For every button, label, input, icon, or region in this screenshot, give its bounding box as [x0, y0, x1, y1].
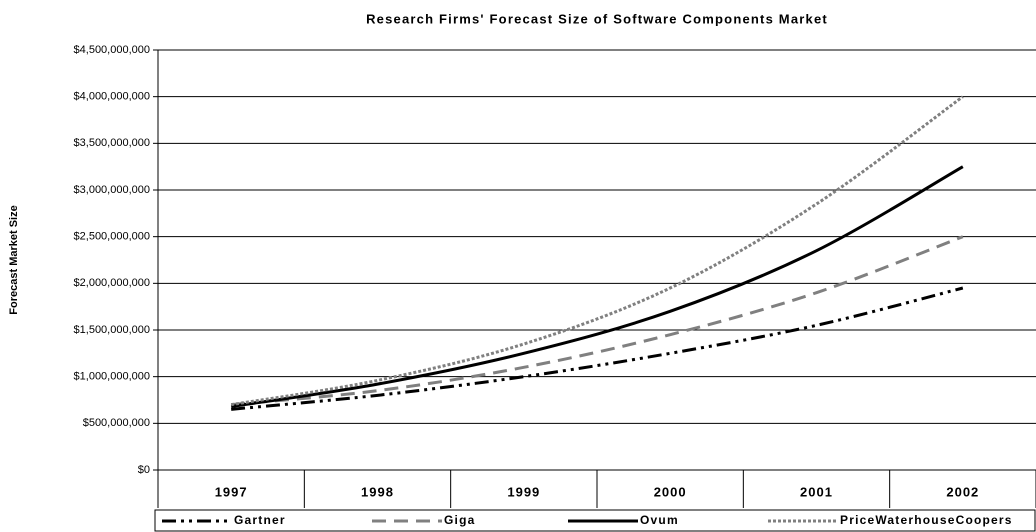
x-tick-label: 1999: [507, 484, 540, 499]
series-line: [231, 235, 964, 407]
legend-label: Giga: [444, 513, 475, 527]
x-tick-label: 1997: [215, 484, 248, 499]
x-tick-label: 1998: [361, 484, 394, 499]
y-tick-label: $1,000,000,000: [74, 371, 150, 383]
legend-box: [154, 509, 1036, 532]
y-tick-label: $3,500,000,000: [74, 137, 150, 149]
y-tick-label: $2,500,000,000: [74, 231, 150, 243]
y-axis-title: Forecast Market Size: [8, 205, 20, 314]
y-tick-label: $500,000,000: [83, 417, 150, 429]
y-tick-label: $0: [138, 464, 150, 476]
x-tick-label: 2000: [654, 484, 687, 499]
series-line: [230, 95, 964, 407]
y-tick-label: $3,000,000,000: [74, 184, 150, 196]
y-tick-label: $4,000,000,000: [74, 91, 150, 103]
x-tick-label: 2001: [800, 484, 833, 499]
y-tick-label: $2,000,000,000: [74, 277, 150, 289]
series-line: [230, 165, 964, 409]
x-tick-label: 2002: [946, 484, 979, 499]
legend-label: Ovum: [640, 513, 679, 527]
legend-label: Gartner: [234, 513, 286, 527]
y-tick-label: $1,500,000,000: [74, 324, 150, 336]
legend-label: PriceWaterhouseCoopers: [840, 513, 1013, 527]
chart-title: Research Firms' Forecast Size of Softwar…: [366, 11, 828, 26]
y-tick-label: $4,500,000,000: [74, 44, 150, 56]
